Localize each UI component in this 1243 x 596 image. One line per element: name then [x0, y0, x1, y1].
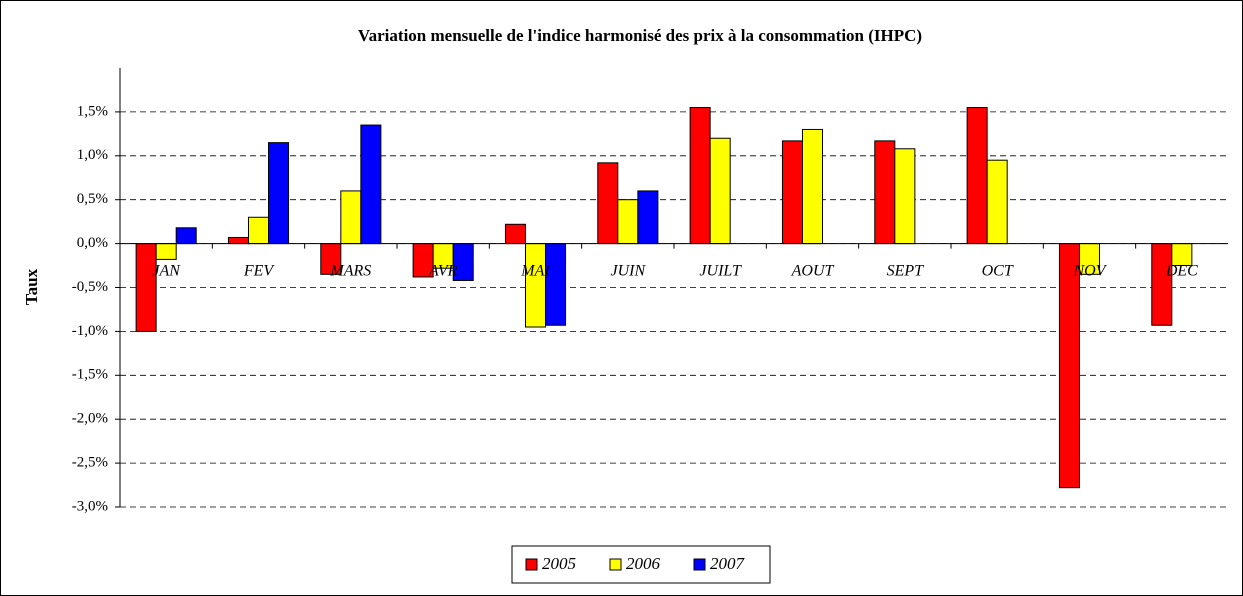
bar [340, 190, 362, 245]
y-tick-label: 1,0% [77, 147, 108, 163]
bar [360, 124, 382, 245]
x-tick-label: AVR [428, 262, 458, 279]
y-tick-label: -2,5% [72, 455, 108, 471]
bar [986, 159, 1008, 245]
bar [545, 243, 567, 326]
bar [247, 216, 270, 245]
x-tick-label: JUILT [699, 262, 742, 279]
bar [874, 140, 896, 245]
bar [689, 107, 711, 245]
bar [504, 223, 526, 245]
bar [966, 107, 988, 245]
y-tick-label: -1,0% [72, 323, 108, 339]
x-tick-label: MARS [329, 262, 371, 279]
bar [894, 148, 916, 245]
x-tick-label: SEPT [887, 262, 925, 279]
legend-swatch [609, 558, 622, 571]
x-tick-label: JAN [152, 262, 181, 279]
y-tick-label: 1,5% [77, 103, 108, 119]
legend-swatch [693, 558, 706, 571]
y-tick-label: -1,5% [72, 367, 108, 383]
legend-label: 2006 [626, 554, 661, 573]
x-tick-label: OCT [982, 262, 1014, 279]
bar [801, 128, 824, 245]
y-axis-title: Taux [22, 268, 41, 305]
y-tick-label: -0,5% [72, 279, 108, 295]
bar [227, 236, 249, 245]
chart-title: Variation mensuelle de l'indice harmonis… [358, 26, 922, 45]
legend-box [511, 545, 771, 584]
bar [268, 142, 290, 245]
bar [597, 162, 619, 245]
y-tick-label: -3,0% [72, 498, 108, 514]
y-tick-label: 0,0% [77, 235, 108, 251]
bar [637, 190, 659, 245]
bar [1151, 243, 1173, 326]
x-tick-label: NOV [1073, 262, 1108, 279]
bar [524, 243, 547, 328]
y-tick-label: 0,5% [77, 191, 108, 207]
legend-label: 2007 [710, 554, 746, 573]
bar [781, 140, 803, 245]
bar [1058, 243, 1080, 489]
legend-swatch [525, 558, 538, 571]
x-tick-label: MAI [520, 262, 550, 279]
bar [155, 243, 177, 260]
x-tick-label: JUIN [611, 262, 647, 279]
y-tick-label: -2,0% [72, 411, 108, 427]
bar [175, 227, 197, 245]
x-tick-label: AOUT [791, 262, 835, 279]
bar [135, 243, 157, 332]
bar [709, 137, 731, 245]
x-tick-label: DEC [1165, 262, 1198, 279]
x-tick-label: FEV [243, 262, 276, 279]
legend-label: 2005 [542, 554, 576, 573]
legend: 2005 2006 2007 [511, 545, 771, 584]
bar [617, 199, 639, 245]
